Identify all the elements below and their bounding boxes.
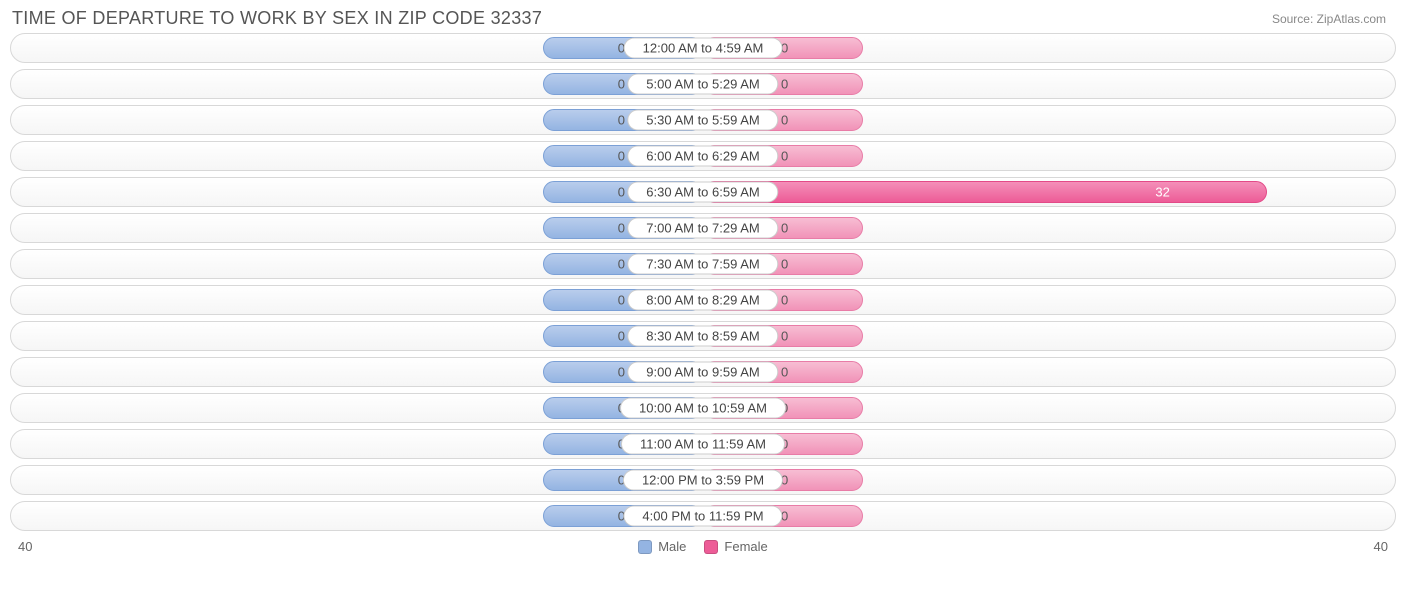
category-label: 8:30 AM to 8:59 AM — [627, 326, 778, 347]
category-label: 10:00 AM to 10:59 AM — [620, 398, 786, 419]
source-label: Source: ZipAtlas.com — [1272, 12, 1386, 26]
footer: 40 Male Female 40 — [0, 537, 1406, 554]
chart-row: 9:00 AM to 9:59 AM0 0 — [10, 357, 1396, 387]
chart-row: 5:00 AM to 5:29 AM0 0 — [10, 69, 1396, 99]
category-label: 8:00 AM to 8:29 AM — [627, 290, 778, 311]
chart-row: 12:00 PM to 3:59 PM00 — [10, 465, 1396, 495]
male-value: 0 — [618, 77, 625, 92]
category-label: 6:30 AM to 6:59 AM — [627, 182, 778, 203]
chart-row: 8:30 AM to 8:59 AM0 0 — [10, 321, 1396, 351]
female-value: 0 — [781, 113, 788, 128]
male-value: 0 — [618, 221, 625, 236]
male-value: 0 — [618, 257, 625, 272]
diverging-bar-chart: 12:00 AM to 4:59 AM005:00 AM to 5:29 AM0… — [0, 33, 1406, 531]
male-value: 0 — [618, 365, 625, 380]
chart-row: 7:30 AM to 7:59 AM0 0 — [10, 249, 1396, 279]
male-swatch-icon — [638, 540, 652, 554]
chart-row: 12:00 AM to 4:59 AM00 — [10, 33, 1396, 63]
category-label: 7:30 AM to 7:59 AM — [627, 254, 778, 275]
chart-row: 6:30 AM to 6:59 AM0 32 — [10, 177, 1396, 207]
chart-row: 6:00 AM to 6:29 AM0 0 — [10, 141, 1396, 171]
female-value: 0 — [781, 149, 788, 164]
chart-row: 7:00 AM to 7:29 AM0 0 — [10, 213, 1396, 243]
category-label: 4:00 PM to 11:59 PM — [623, 506, 782, 527]
category-label: 12:00 PM to 3:59 PM — [623, 470, 783, 491]
male-value: 0 — [618, 113, 625, 128]
male-value: 0 — [618, 293, 625, 308]
female-value: 0 — [781, 221, 788, 236]
legend-female-label: Female — [724, 539, 767, 554]
female-value: 0 — [781, 257, 788, 272]
category-label: 9:00 AM to 9:59 AM — [627, 362, 778, 383]
axis-max-right: 40 — [1374, 539, 1388, 554]
female-value: 32 — [1155, 185, 1169, 200]
male-value: 0 — [618, 329, 625, 344]
male-value: 0 — [618, 185, 625, 200]
legend-item-male: Male — [638, 539, 686, 554]
axis-max-left: 40 — [18, 539, 32, 554]
category-label: 5:30 AM to 5:59 AM — [627, 110, 778, 131]
chart-row: 11:00 AM to 11:59 AM00 — [10, 429, 1396, 459]
chart-row: 5:30 AM to 5:59 AM0 0 — [10, 105, 1396, 135]
category-label: 12:00 AM to 4:59 AM — [624, 38, 783, 59]
female-value: 0 — [781, 329, 788, 344]
female-value: 0 — [781, 77, 788, 92]
category-label: 6:00 AM to 6:29 AM — [627, 146, 778, 167]
female-value: 0 — [781, 365, 788, 380]
header: TIME OF DEPARTURE TO WORK BY SEX IN ZIP … — [0, 0, 1406, 33]
chart-title: TIME OF DEPARTURE TO WORK BY SEX IN ZIP … — [12, 8, 542, 29]
legend-item-female: Female — [704, 539, 767, 554]
category-label: 7:00 AM to 7:29 AM — [627, 218, 778, 239]
female-value: 0 — [781, 293, 788, 308]
legend: Male Female — [638, 539, 768, 554]
legend-male-label: Male — [658, 539, 686, 554]
category-label: 11:00 AM to 11:59 AM — [621, 434, 785, 455]
chart-row: 10:00 AM to 10:59 AM00 — [10, 393, 1396, 423]
chart-row: 8:00 AM to 8:29 AM0 0 — [10, 285, 1396, 315]
male-value: 0 — [618, 149, 625, 164]
female-swatch-icon — [704, 540, 718, 554]
category-label: 5:00 AM to 5:29 AM — [627, 74, 778, 95]
female-bar — [703, 181, 1267, 203]
chart-row: 4:00 PM to 11:59 PM00 — [10, 501, 1396, 531]
